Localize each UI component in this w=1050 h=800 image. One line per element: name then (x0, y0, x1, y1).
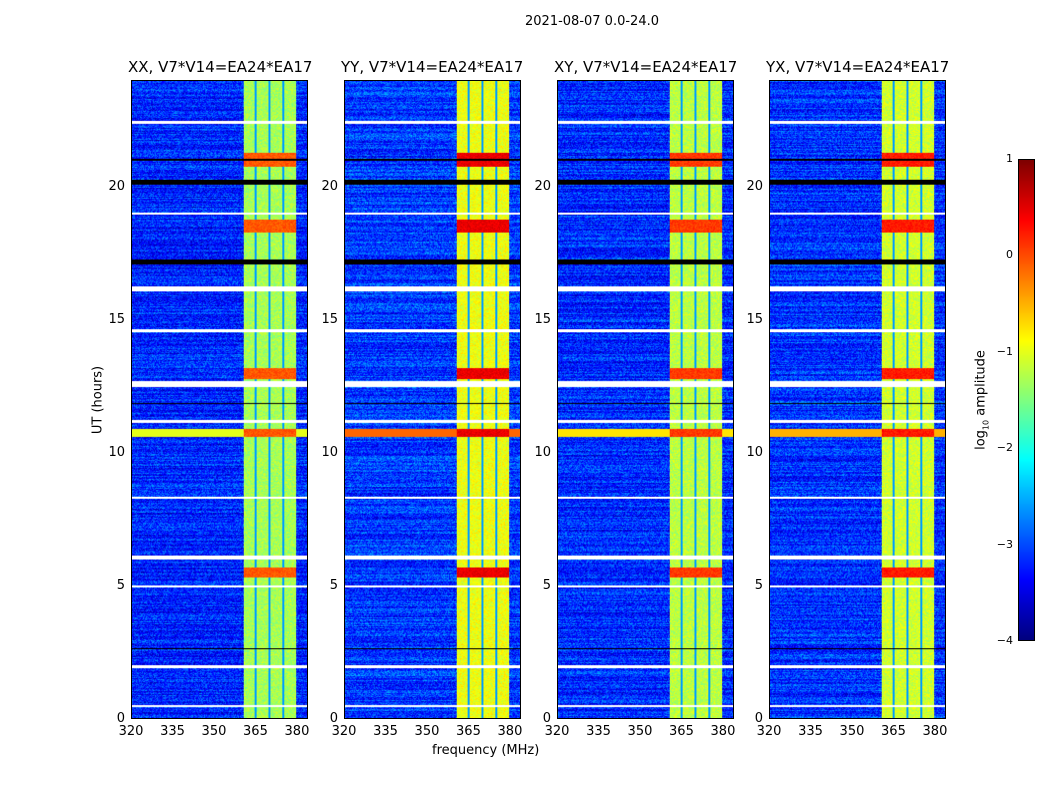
panel-title: XY, V7*V14=EA24*EA17 (554, 58, 738, 76)
y-tick-label: 15 (108, 311, 125, 327)
y-tick-label: 10 (534, 444, 551, 460)
y-tick-label: 0 (542, 711, 551, 726)
colorbar-tick-label: 1 (1006, 152, 1013, 165)
x-tick-label: 335 (160, 724, 185, 739)
colorbar-tick-label: 0 (1006, 248, 1013, 262)
panel-title: XX, V7*V14=EA24*EA17 (128, 58, 313, 76)
y-tick-label: 20 (108, 178, 125, 194)
x-tick-label: 335 (798, 724, 823, 739)
x-tick-label: 365 (456, 724, 481, 739)
colorbar-tick-label: −1 (996, 344, 1013, 358)
x-tick-label: 350 (839, 724, 865, 739)
x-tick-label: 320 (756, 724, 782, 739)
y-tick-label: 5 (542, 577, 551, 593)
y-tick-label: 0 (116, 711, 125, 726)
panel-title: YX, V7*V14=EA24*EA17 (766, 58, 950, 76)
x-tick-label: 320 (544, 724, 570, 739)
x-tick-label: 320 (118, 724, 144, 739)
y-tick-label: 15 (746, 311, 763, 327)
heatmap-panel (769, 80, 946, 719)
x-tick-label: 320 (331, 724, 357, 739)
x-tick-label: 335 (373, 724, 398, 739)
y-tick-label: 10 (321, 444, 338, 460)
y-tick-label: 10 (108, 444, 125, 460)
x-tick-label: 350 (414, 724, 440, 739)
x-tick-label: 380 (497, 724, 523, 739)
colorbar-tick-label: −3 (996, 537, 1013, 551)
y-tick-label: 10 (746, 444, 763, 460)
y-tick-label: 20 (534, 178, 551, 194)
y-tick-label: 0 (754, 711, 763, 726)
colorbar-tick-label: −4 (996, 634, 1013, 647)
x-tick-label: 335 (586, 724, 611, 739)
y-tick-label: 0 (329, 711, 338, 726)
y-tick-label: 5 (754, 577, 763, 593)
x-tick-label: 365 (881, 724, 906, 739)
x-tick-label: 365 (243, 724, 268, 739)
x-axis-label: frequency (MHz) (432, 743, 540, 758)
y-tick-label: 15 (321, 311, 338, 327)
heatmap-panel (344, 80, 521, 719)
colorbar (1018, 159, 1035, 641)
figure-title: 2021-08-07 0.0-24.0 (525, 14, 659, 29)
x-tick-label: 350 (201, 724, 227, 739)
panel-title: YY, V7*V14=EA24*EA17 (341, 58, 524, 76)
colorbar-label: log10 amplitude (973, 350, 991, 450)
x-tick-label: 350 (627, 724, 653, 739)
y-tick-label: 15 (534, 311, 551, 327)
colorbar-tick-label: −2 (996, 441, 1013, 455)
y-tick-label: 20 (321, 178, 338, 194)
y-axis-label: UT (hours) (90, 365, 106, 435)
x-tick-label: 380 (922, 724, 948, 739)
x-tick-label: 365 (669, 724, 694, 739)
x-tick-label: 380 (710, 724, 736, 739)
y-tick-label: 20 (746, 178, 763, 194)
x-tick-label: 380 (284, 724, 310, 739)
heatmap-panel (131, 80, 308, 719)
y-tick-label: 5 (116, 577, 125, 593)
heatmap-panel (557, 80, 734, 719)
y-tick-label: 5 (329, 577, 338, 593)
